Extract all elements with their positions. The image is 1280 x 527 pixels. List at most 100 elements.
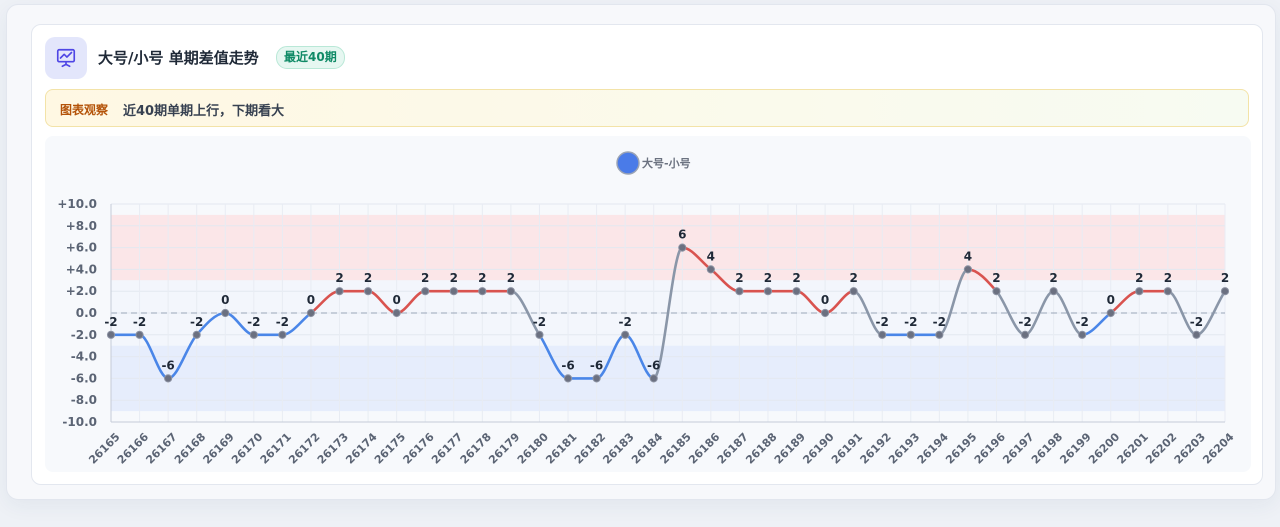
y-tick-label: +6.0 [66,241,97,255]
x-tick-label: 26188 [743,430,779,466]
line-chart: +10.0 +8.0 +6.0 +4.0 +2.0 0.0 -2.0 -4.0 -6.0 -8.0… [57,151,1237,467]
data-label: -6 [590,358,603,372]
y-tick-label: +2.0 [66,284,97,298]
y-tick-label: -10.0 [62,415,97,429]
data-point [763,287,773,296]
x-tick-label: 26182 [572,430,608,466]
data-label: 2 [1164,271,1172,285]
data-point [449,287,458,296]
data-point [363,287,373,296]
period-badge: 最近40期 [276,46,345,69]
y-tick-label: +10.0 [57,197,97,211]
data-label: 2 [1221,271,1229,285]
data-point [1135,287,1144,296]
data-label: -2 [533,315,546,329]
data-point [192,330,201,339]
data-label: 0 [307,293,315,307]
outer-panel: 大号/小号 单期差值走势 最近40期 图表观察 近40期单期上行，下期看大 +1… [6,4,1276,500]
data-point [849,287,858,296]
observation-label: 图表观察 [60,103,109,117]
x-tick-label: 26178 [458,430,494,466]
data-point [135,330,144,339]
data-label: -2 [1190,315,1203,329]
data-label: 0 [1107,293,1115,307]
data-label: 0 [821,293,829,307]
data-point [821,308,830,318]
data-point [506,287,515,296]
data-label: 2 [764,271,772,285]
data-point [792,287,801,296]
x-tick-label: 26198 [1029,430,1065,466]
x-tick-label: 26199 [1057,430,1093,466]
data-point [1192,330,1201,339]
data-label: -2 [133,315,146,329]
data-label: 2 [849,271,857,285]
presentation-chart-icon [45,37,87,79]
data-point [535,330,544,339]
data-point [335,287,344,296]
y-tick-label: 0.0 [76,306,97,320]
x-tick-label: 26191 [829,430,865,466]
data-point [678,243,687,252]
data-label: -2 [876,315,889,329]
data-label: -2 [190,315,203,329]
data-label: 2 [421,271,429,285]
data-label: -2 [904,315,917,329]
x-tick-label: 26203 [1172,430,1208,466]
observation-banner: 图表观察 近40期单期上行，下期看大 [45,89,1249,127]
x-tick-label: 26181 [543,430,579,466]
y-tick-label: +4.0 [66,262,97,276]
data-point [878,330,887,339]
x-tick-label: 26189 [772,430,808,466]
x-tick-label: 26168 [172,430,208,466]
y-tick-label: -6.0 [71,371,97,385]
data-point [278,330,287,339]
x-tick-label: 26167 [143,430,179,466]
data-label: -2 [1018,315,1031,329]
data-point [1049,287,1058,296]
x-tick-label: 26195 [943,430,979,466]
data-label: 2 [1135,271,1143,285]
x-tick-label: 26175 [372,430,408,466]
data-label: 0 [221,293,229,307]
data-point [164,374,173,383]
data-label: 0 [392,293,400,307]
data-label: 4 [964,249,972,263]
x-tick-label: 26192 [858,430,894,466]
data-point [1163,287,1172,296]
x-tick-label: 26172 [286,430,322,466]
data-label: 4 [707,249,715,263]
data-label: 2 [507,271,515,285]
data-point [592,374,601,383]
data-point [1078,330,1087,339]
data-point [649,374,658,383]
data-point [621,330,630,339]
data-label: 2 [1049,271,1057,285]
data-label: -2 [247,315,260,329]
data-point [306,308,316,318]
x-tick-label: 26193 [886,430,922,466]
series-segment [652,246,684,380]
data-label: -6 [161,358,174,372]
data-label: -6 [561,358,574,372]
data-point [735,287,744,296]
data-point [706,265,715,274]
data-point [106,330,116,339]
legend-label: 大号-小号 [642,156,691,170]
data-point [563,374,573,383]
x-tick-label: 26201 [1115,430,1151,466]
data-label: -2 [933,315,946,329]
data-point [906,330,915,339]
data-point [935,330,944,339]
chart-title: 大号/小号 单期差值走势 [98,49,259,67]
data-point [249,330,258,339]
data-label: -2 [104,315,117,329]
data-point [392,308,401,318]
x-tick-label: 26171 [258,430,294,466]
chart-card: 大号/小号 单期差值走势 最近40期 图表观察 近40期单期上行，下期看大 +1… [31,24,1263,485]
x-tick-label: 26197 [1000,430,1036,466]
data-label: 2 [792,271,800,285]
data-label: -2 [618,315,631,329]
data-point [992,287,1001,296]
x-tick-label: 26187 [715,430,751,466]
